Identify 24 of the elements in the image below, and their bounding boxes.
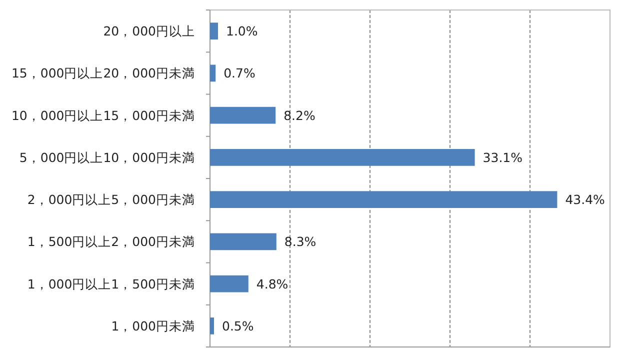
data-label: 0.7% (224, 66, 256, 81)
y-tick-label: 2，000円以上5，000円未満 (27, 192, 195, 208)
y-tick-label: 1，000円以上1，500円未満 (27, 276, 195, 292)
y-tick-label: 1，000円未満 (111, 318, 195, 334)
bar (210, 106, 276, 124)
data-label: 8.2% (284, 108, 316, 123)
y-tick-label: 5，000円以上10，000円未満 (19, 150, 195, 165)
bar (210, 22, 218, 40)
data-label: 0.5% (222, 318, 254, 334)
data-label: 33.1% (482, 150, 523, 165)
data-label: 43.4% (565, 192, 606, 208)
bar (210, 64, 216, 82)
data-label: 4.8% (256, 276, 288, 292)
y-tick-label: 15，000円以上20，000円未満 (11, 66, 195, 81)
data-label: 1.0% (226, 24, 258, 39)
bar (210, 275, 248, 292)
bar (210, 318, 214, 334)
data-label: 8.3% (284, 234, 316, 250)
y-tick-label: 20，000円以上 (103, 24, 195, 39)
bar (210, 233, 276, 250)
y-tick-label: 10，000円以上15，000円未満 (11, 108, 195, 123)
y-tick-label: 1，500円以上2，000円未満 (27, 234, 195, 250)
bar (210, 191, 558, 208)
bar (210, 149, 475, 166)
